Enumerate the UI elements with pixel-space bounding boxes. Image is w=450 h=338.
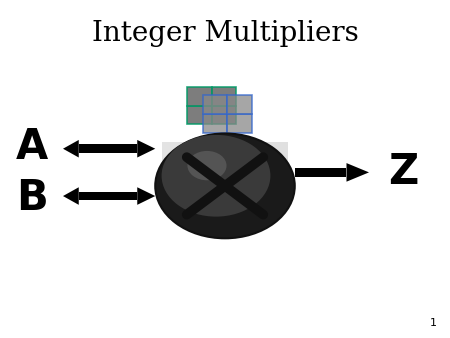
FancyBboxPatch shape: [162, 142, 288, 201]
FancyBboxPatch shape: [79, 144, 137, 153]
Polygon shape: [63, 140, 79, 158]
Circle shape: [188, 151, 226, 180]
Polygon shape: [137, 140, 155, 158]
FancyBboxPatch shape: [202, 95, 227, 114]
FancyBboxPatch shape: [227, 114, 252, 132]
FancyBboxPatch shape: [212, 87, 236, 105]
Text: B: B: [16, 177, 47, 219]
FancyBboxPatch shape: [187, 105, 212, 124]
Text: Integer Multipliers: Integer Multipliers: [92, 20, 358, 47]
FancyBboxPatch shape: [227, 95, 252, 114]
FancyBboxPatch shape: [295, 168, 346, 177]
Text: 1: 1: [429, 318, 436, 328]
FancyBboxPatch shape: [162, 142, 210, 201]
Polygon shape: [137, 187, 155, 205]
FancyBboxPatch shape: [187, 87, 212, 105]
Text: Z: Z: [387, 151, 418, 193]
FancyBboxPatch shape: [212, 105, 236, 124]
Polygon shape: [346, 163, 369, 182]
Circle shape: [162, 135, 270, 217]
Circle shape: [155, 134, 295, 238]
Text: A: A: [15, 126, 48, 168]
FancyBboxPatch shape: [202, 114, 227, 132]
Polygon shape: [63, 187, 79, 205]
FancyBboxPatch shape: [79, 192, 137, 200]
